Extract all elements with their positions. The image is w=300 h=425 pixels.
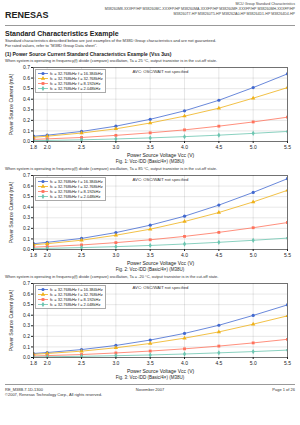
svg-text:2.5: 2.5 [78, 252, 85, 258]
svg-text:Power Source Voltage Vcc (V): Power Source Voltage Vcc (V) [127, 260, 195, 266]
html-text:For rated values, refer to "M3: For rated values, refer to "M38D Group D… [5, 43, 98, 48]
svg-text:0.7: 0.7 [23, 280, 30, 286]
html-text:RENESAS: RENESAS [5, 10, 49, 20]
svg-text:0.4: 0.4 [23, 312, 30, 318]
html-text:(1) Power Source Current Stand: (1) Power Source Current Standard Charac… [5, 51, 172, 57]
svg-text:0.2: 0.2 [23, 333, 30, 339]
svg-text:5.5: 5.5 [284, 252, 291, 258]
svg-text:0.6: 0.6 [23, 291, 30, 297]
svg-text:Power Source Current (mA): Power Source Current (mA) [8, 181, 14, 243]
svg-text:0.4: 0.4 [23, 204, 30, 210]
svg-text:Power Source Voltage Vcc (V): Power Source Voltage Vcc (V) [127, 152, 195, 158]
svg-text:Power Source Voltage Vcc (V): Power Source Voltage Vcc (V) [127, 368, 195, 374]
svg-text:0.3: 0.3 [23, 322, 30, 328]
html-text:November 2007: November 2007 [135, 387, 165, 392]
svg-text:2.0: 2.0 [44, 252, 51, 258]
svg-text:0.2: 0.2 [23, 225, 30, 231]
svg-text:0.2: 0.2 [23, 117, 30, 123]
svg-text:5.5: 5.5 [284, 144, 291, 150]
svg-text:0.0: 0.0 [23, 138, 30, 145]
html-text:fc = 32.768kHz f = 16.384kHz: fc = 32.768kHz f = 16.384kHz [50, 179, 103, 184]
svg-text:3.5: 3.5 [147, 252, 154, 258]
svg-text:4.5: 4.5 [215, 360, 222, 366]
svg-text:0.0: 0.0 [23, 246, 30, 253]
html-text:fc = 32.768kHz f = 2.048kHz: fc = 32.768kHz f = 2.048kHz [50, 194, 101, 199]
svg-text:3.0: 3.0 [112, 360, 119, 366]
html-text:Page 1 of 26: Page 1 of 26 [272, 387, 295, 392]
svg-text:0.0: 0.0 [23, 354, 30, 361]
svg-text:4.0: 4.0 [181, 360, 188, 366]
svg-text:1.8: 1.8 [30, 252, 37, 258]
html-text:When system is operating in fr: When system is operating in frequency(f)… [5, 274, 219, 279]
svg-text:3.0: 3.0 [112, 144, 119, 150]
svg-text:5.5: 5.5 [284, 360, 291, 366]
svg-text:2.5: 2.5 [78, 360, 85, 366]
svg-text:3.5: 3.5 [147, 144, 154, 150]
html-text:Fig. 2: Vcc-IDD (Basic/4×) (M3: Fig. 2: Vcc-IDD (Basic/4×) (M38U) [115, 267, 185, 272]
html-text:fc = 32.768kHz f = 2.048kHz: fc = 32.768kHz f = 2.048kHz [50, 302, 101, 307]
html-text:MCU Group Standard Characteris: MCU Group Standard Characteristics [235, 2, 295, 6]
svg-text:Power Source Current (mA): Power Source Current (mA) [8, 289, 14, 351]
svg-text:1.8: 1.8 [30, 144, 37, 150]
svg-text:0.6: 0.6 [23, 75, 30, 81]
svg-text:0.1: 0.1 [23, 236, 30, 242]
html-text:fc = 32.768kHz f = 16.384kHz: fc = 32.768kHz f = 16.384kHz [50, 71, 103, 76]
html-text:fc = 32.768kHz f = 2.048kHz: fc = 32.768kHz f = 2.048kHz [50, 86, 101, 91]
svg-text:4.5: 4.5 [215, 252, 222, 258]
svg-text:AVC: OSC/WAIT not specified: AVC: OSC/WAIT not specified [133, 285, 189, 290]
svg-text:2.0: 2.0 [44, 144, 51, 150]
html-text:RE_M38B.7.1D-1300: RE_M38B.7.1D-1300 [5, 387, 43, 392]
svg-text:2.5: 2.5 [78, 144, 85, 150]
svg-text:0.1: 0.1 [23, 344, 30, 350]
svg-text:2.0: 2.0 [44, 360, 51, 366]
html-text:fc = 32.768kHz f = 32.768kHz: fc = 32.768kHz f = 32.768kHz [50, 76, 103, 81]
svg-text:0.4: 0.4 [23, 96, 30, 102]
svg-text:0.6: 0.6 [23, 183, 30, 189]
html-text:fc = 32.768kHz f = 32.768kHz: fc = 32.768kHz f = 32.768kHz [50, 184, 103, 189]
svg-text:AVC: OSC/WAIT not specified: AVC: OSC/WAIT not specified [133, 177, 189, 182]
svg-text:4.5: 4.5 [215, 144, 222, 150]
html-text:fc = 32.768kHz f = 8.192kHz: fc = 32.768kHz f = 8.192kHz [50, 81, 101, 86]
svg-text:0.5: 0.5 [23, 85, 30, 91]
svg-text:3.0: 3.0 [112, 252, 119, 258]
html-text:fc = 32.768kHz f = 32.768kHz: fc = 32.768kHz f = 32.768kHz [50, 292, 103, 297]
svg-text:0.3: 0.3 [23, 214, 30, 220]
svg-text:4.0: 4.0 [181, 144, 188, 150]
svg-text:4.0: 4.0 [181, 252, 188, 258]
html-text:M38260M8-XXXFP/HP M38260MC-XXX: M38260M8-XXXFP/HP M38260MC-XXXFP/HP M382… [104, 7, 295, 11]
svg-text:0.7: 0.7 [23, 64, 30, 70]
svg-text:3.5: 3.5 [147, 360, 154, 366]
svg-text:0.1: 0.1 [23, 128, 30, 134]
svg-text:0.5: 0.5 [23, 301, 30, 307]
svg-text:Power Source Current (mA): Power Source Current (mA) [8, 73, 14, 135]
html-text:Fig. 1: Vcc-IDD (Basic/4×) (M3: Fig. 1: Vcc-IDD (Basic/4×) (M38U) [115, 159, 185, 164]
svg-text:0.7: 0.7 [23, 172, 30, 178]
html-text:©2007, Renesas Technology Corp: ©2007, Renesas Technology Corp., All rig… [5, 392, 103, 397]
svg-text:0.5: 0.5 [23, 193, 30, 199]
svg-text:5.0: 5.0 [250, 144, 257, 150]
html-text:Fig. 3: Vcc-IDD (Basic/4×) (M3: Fig. 3: Vcc-IDD (Basic/4×) (M38U) [115, 375, 185, 380]
svg-text:5.0: 5.0 [250, 360, 257, 366]
html-text:fc = 32.768kHz f = 16.384kHz: fc = 32.768kHz f = 16.384kHz [50, 287, 103, 292]
html-text:Standard Characteristics Examp: Standard Characteristics Example [5, 30, 119, 37]
svg-text:1.8: 1.8 [30, 360, 37, 366]
html-text:When system is operating in fr: When system is operating in frequency(f)… [5, 166, 218, 171]
html-text:When system is operating in fr: When system is operating in frequency(f)… [5, 58, 218, 63]
html-text:M38260T7-HP M38260T5-HP M38262: M38260T7-HP M38260T5-HP M38262A0-HP M382… [173, 12, 295, 16]
html-text:Standard characteristics descr: Standard characteristics described below… [5, 38, 216, 43]
svg-text:0.3: 0.3 [23, 106, 30, 112]
svg-text:5.0: 5.0 [250, 252, 257, 258]
svg-text:AVC: OSC/WAIT not specified: AVC: OSC/WAIT not specified [133, 69, 189, 74]
html-text:fc = 32.768kHz f = 8.192kHz: fc = 32.768kHz f = 8.192kHz [50, 189, 101, 194]
html-text:fc = 32.768kHz f = 8.192kHz: fc = 32.768kHz f = 8.192kHz [50, 297, 101, 302]
